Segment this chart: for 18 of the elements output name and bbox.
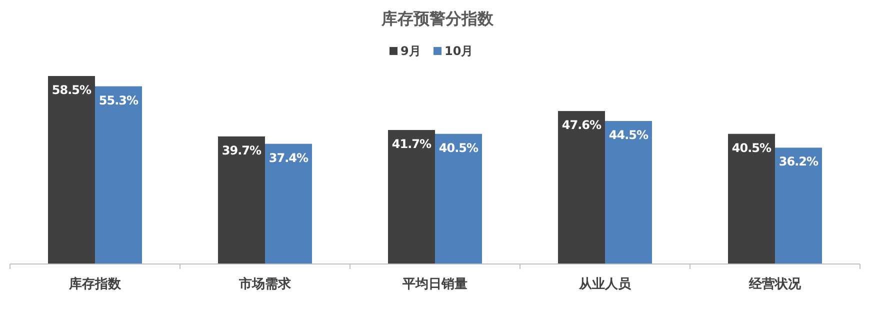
data-label: 44.5% (608, 128, 649, 142)
data-label: 41.7% (392, 136, 432, 151)
legend-label: 10月 (444, 44, 474, 58)
data-label: 47.6% (562, 118, 602, 132)
x-tick-label: 平均日销量 (402, 277, 468, 292)
data-label: 39.7% (222, 143, 262, 158)
legend-label: 9月 (400, 44, 421, 58)
x-tick-label: 从业人员 (578, 277, 632, 292)
x-tick-label: 经营状况 (748, 276, 802, 292)
data-label: 37.4% (268, 150, 309, 165)
chart-title: 库存预警分指数 (380, 9, 494, 28)
data-label: 58.5% (52, 83, 92, 97)
data-label: 36.2% (778, 154, 819, 169)
x-tick-label: 市场需求 (238, 276, 292, 292)
data-label: 40.5% (438, 140, 479, 155)
data-label: 40.5% (732, 140, 772, 155)
x-tick-label: 库存指数 (68, 276, 122, 292)
data-label: 55.3% (98, 93, 139, 108)
